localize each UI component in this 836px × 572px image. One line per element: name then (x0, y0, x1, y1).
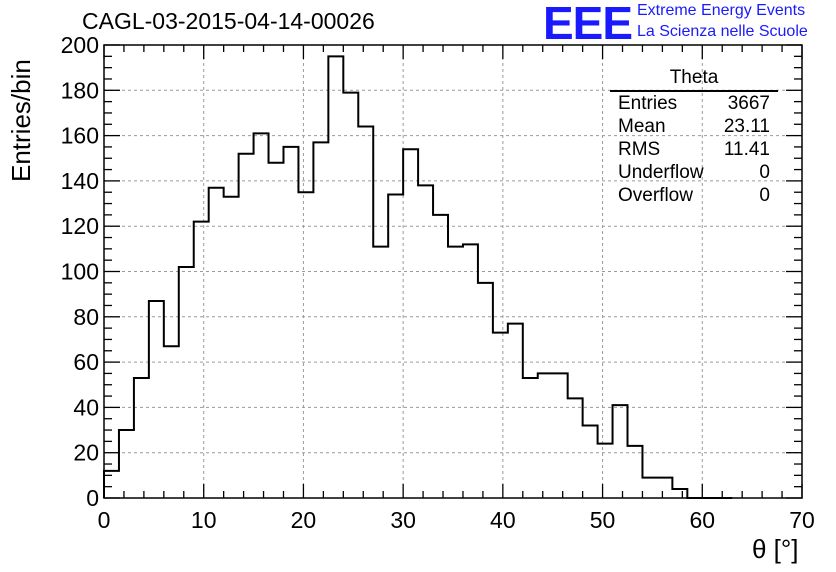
histogram-bin (298, 192, 313, 498)
histogram-bin (583, 426, 598, 498)
eee-logo: EEE (543, 0, 633, 49)
histogram-bin (523, 378, 538, 498)
histogram-bin (672, 489, 687, 498)
y-tick-label: 80 (73, 304, 99, 330)
histogram-bin (642, 478, 657, 498)
histogram-step-line (103, 55, 733, 499)
histogram-bin (403, 149, 418, 498)
stats-value: 0 (759, 185, 770, 206)
histogram-bin (613, 405, 628, 498)
histogram-bin (269, 163, 284, 498)
stats-value: 23.11 (723, 116, 770, 137)
histogram-bin (224, 197, 239, 498)
stats-title: Theta (610, 66, 778, 92)
histogram-bin (164, 346, 179, 498)
histogram-bin (388, 194, 403, 498)
stats-value: 11.41 (723, 139, 770, 160)
histogram-bin (463, 244, 478, 498)
histogram-bin (568, 398, 583, 498)
histogram-bin (538, 373, 553, 498)
histogram-bin (119, 430, 134, 498)
histogram-bin (209, 188, 224, 498)
histogram-bin (283, 147, 298, 498)
stats-label: Entries (618, 93, 678, 114)
histogram-bin (418, 185, 433, 498)
stats-row-rms: RMS 11.41 (610, 138, 778, 161)
histogram-bin (328, 56, 343, 498)
histogram-bin (657, 478, 672, 498)
y-tick-label: 120 (61, 213, 99, 239)
x-axis-label: θ [°] (752, 534, 799, 564)
stats-label: Underflow (618, 162, 704, 183)
x-tick-label: 60 (689, 507, 715, 533)
y-tick-label: 140 (61, 168, 99, 194)
histogram-bin (313, 142, 328, 498)
stats-label: RMS (618, 139, 661, 160)
x-tick-label: 30 (390, 507, 416, 533)
y-tick-label: 0 (86, 485, 99, 511)
y-tick-label: 200 (61, 32, 99, 58)
histogram-bin (598, 444, 613, 498)
stats-label: Overflow (618, 185, 693, 206)
y-axis-label: Entries/bin (6, 59, 36, 182)
y-tick-label: 60 (73, 349, 99, 375)
histogram-bin (508, 324, 523, 498)
histogram-bin (343, 93, 358, 498)
histogram-bin (149, 301, 164, 498)
stats-row-entries: Entries 3667 (610, 92, 778, 115)
histogram-bin (239, 154, 254, 498)
histogram-bin (628, 446, 643, 498)
x-tick-label: 50 (590, 507, 616, 533)
stats-box: Theta Entries 3667 Mean 23.11 RMS 11.41 … (610, 66, 778, 207)
x-tick-label: 0 (98, 507, 111, 533)
histogram-bin (179, 267, 194, 498)
y-tick-label: 40 (73, 394, 99, 420)
y-tick-label: 160 (61, 123, 99, 149)
y-tick-label: 180 (61, 77, 99, 103)
histogram-bin (373, 247, 388, 498)
eee-logo-line1: Extreme Energy Events (637, 2, 806, 19)
histogram-bin (254, 133, 269, 498)
histogram-bin (493, 333, 508, 498)
x-tick-label: 10 (191, 507, 217, 533)
chart-title: CAGL-03-2015-04-14-00026 (82, 8, 375, 34)
stats-row-mean: Mean 23.11 (610, 115, 778, 138)
histogram-bin (134, 378, 149, 498)
x-tick-label: 70 (789, 507, 815, 533)
stats-label: Mean (618, 116, 666, 137)
eee-logo-line2: La Scienza nelle Scuole (637, 23, 808, 40)
histogram-bin (448, 247, 463, 498)
stats-value: 3667 (727, 93, 770, 114)
histogram-bin (194, 222, 209, 498)
y-tick-label: 20 (73, 440, 99, 466)
stats-row-overflow: Overflow 0 (610, 184, 778, 207)
histogram-bin (478, 283, 493, 498)
stats-row-underflow: Underflow 0 (610, 161, 778, 184)
histogram-bin (433, 215, 448, 498)
histogram-bin (358, 127, 373, 498)
x-tick-label: 40 (490, 507, 516, 533)
stats-value: 0 (759, 162, 770, 183)
histogram-bin (553, 373, 568, 498)
y-tick-label: 100 (61, 259, 99, 285)
x-tick-label: 20 (291, 507, 317, 533)
